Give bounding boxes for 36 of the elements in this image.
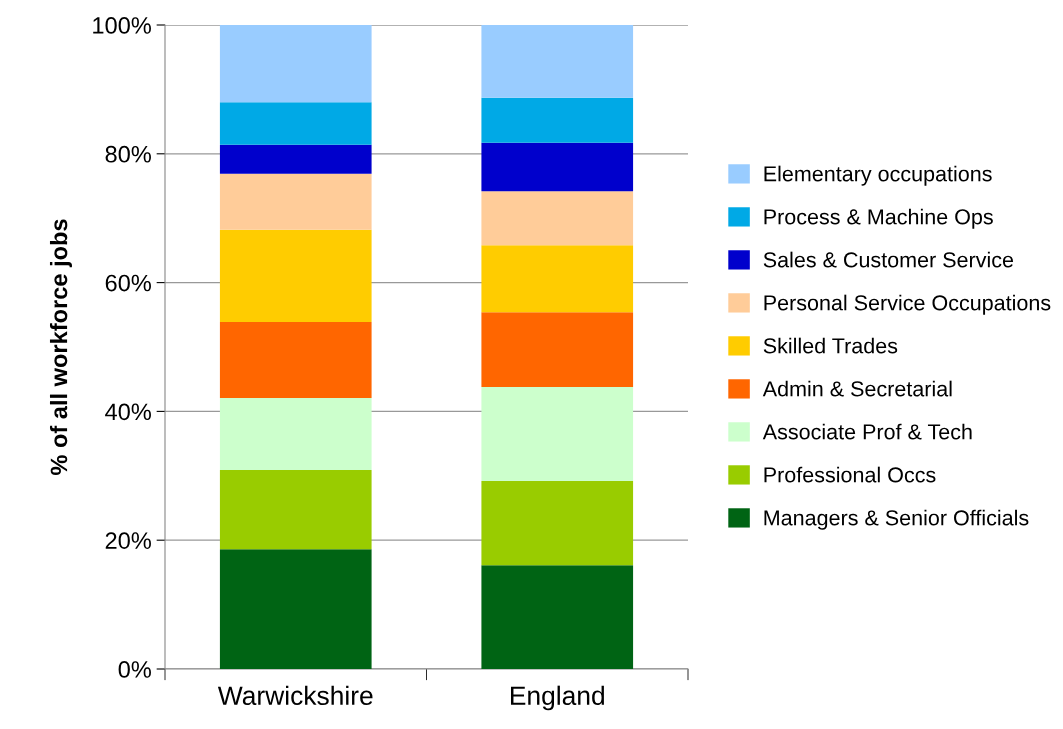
legend-label: Professional Occs (764, 466, 936, 483)
bar (481, 25, 634, 98)
bar (481, 480, 634, 566)
y-axis-title: % of all workforce jobs (49, 219, 72, 475)
bar (481, 142, 634, 192)
x-tick-label: Warwickshire (217, 685, 373, 706)
bar (481, 565, 634, 669)
legend-label: Skilled Trades (763, 337, 898, 354)
bar (481, 386, 634, 481)
legend-label: Elementary occupations (764, 165, 992, 186)
bar (219, 102, 372, 145)
y-tick-label: 100% (93, 17, 151, 34)
legend-label: Admin & Secretarial (762, 380, 952, 397)
bar (219, 173, 372, 230)
bar (219, 25, 372, 103)
bar (481, 191, 634, 246)
bar (219, 397, 372, 470)
legend-label: Managers & Senior Officials (764, 509, 1029, 530)
y-tick-label: 0% (118, 661, 151, 678)
legend-label: Sales & Customer Service (763, 251, 1014, 268)
legend-label: Process & Machine Ops (764, 208, 993, 229)
bar (481, 245, 634, 313)
legend-label: Associate Prof & Tech (762, 423, 972, 440)
bar (219, 321, 372, 398)
bar (481, 312, 634, 387)
y-tick-label: 40% (105, 403, 151, 421)
bar (219, 229, 372, 322)
y-tick-label: 80% (105, 145, 151, 163)
y-tick-label: 20% (105, 532, 151, 549)
bar (219, 549, 372, 669)
bar (219, 144, 372, 174)
bar (481, 97, 634, 143)
legend-label: Personal Service Occupations (764, 294, 1051, 315)
y-tick-label: 60% (105, 274, 151, 292)
x-tick-label: England (511, 685, 604, 711)
bar (219, 470, 372, 550)
